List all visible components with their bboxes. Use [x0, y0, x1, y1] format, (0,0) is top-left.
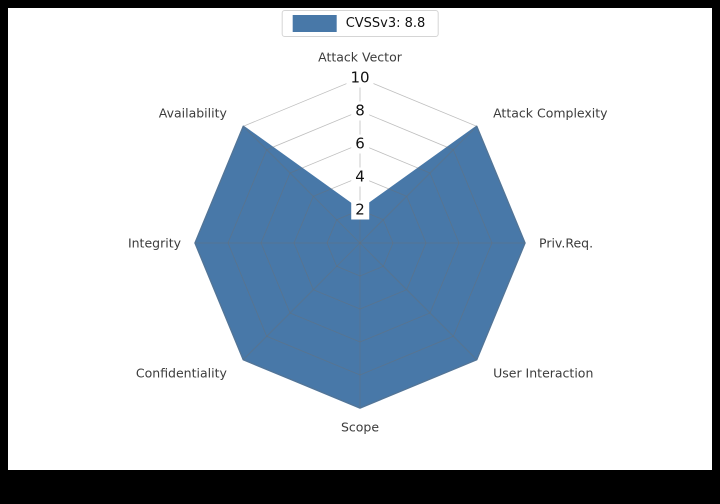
legend-swatch [292, 15, 337, 32]
grid-ring [326, 209, 394, 277]
axis-label-attack-vector: Attack Vector [318, 49, 402, 65]
axis-label-confidentiality: Confidentiality [135, 365, 227, 381]
radar-figure: CVSSv3: 8.8 2 4 6 8 10 Attack Vector Attack Co… [8, 8, 712, 470]
legend: CVSSv3: 8.8 [281, 10, 439, 37]
radial-tick-label: 10 [346, 68, 374, 88]
axis-label-priv-req-: Priv.Req. [539, 235, 594, 251]
axis-label-availability: Availability [158, 105, 227, 121]
radial-tick-label: 8 [351, 101, 369, 121]
radar-series-polygon [194, 125, 526, 409]
axis-label-user-interaction: User Interaction [493, 365, 594, 381]
grid-spoke [359, 126, 477, 244]
grid-spoke [359, 242, 477, 360]
radial-tick-label: 6 [351, 134, 369, 154]
grid-spoke [243, 242, 361, 360]
grid-ring [227, 110, 493, 376]
grid-ring [260, 143, 460, 343]
axis-label-scope: Scope [340, 419, 380, 435]
grid-spoke [243, 126, 361, 244]
radar-chart [194, 77, 526, 409]
radial-tick-label: 4 [351, 167, 369, 187]
radial-tick-label: 2 [351, 200, 369, 220]
legend-label: CVSSv3: 8.8 [345, 16, 426, 31]
grid-ring [293, 176, 427, 310]
axis-label-attack-complexity: Attack Complexity [493, 105, 608, 121]
axis-label-integrity: Integrity [127, 235, 181, 251]
grid-ring [194, 77, 526, 409]
